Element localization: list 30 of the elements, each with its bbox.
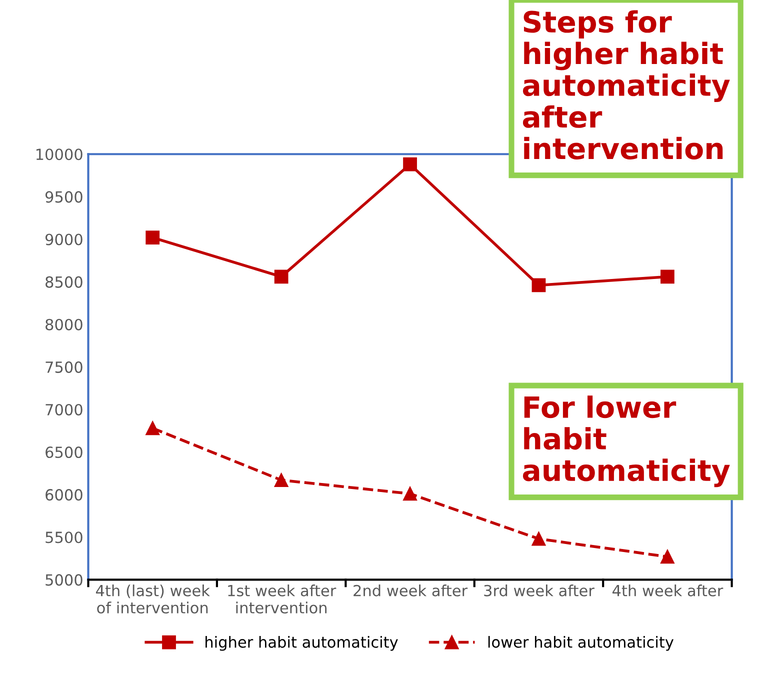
point <box>660 270 674 284</box>
point <box>274 473 288 488</box>
point <box>146 421 160 436</box>
y-tick-label: 9000 <box>45 234 82 246</box>
x-tick-label: 4th week after <box>612 584 724 596</box>
y-tick-label: 6500 <box>46 446 82 458</box>
annotation: Steps for higher habit automaticity after intervention <box>522 10 730 160</box>
point <box>403 486 417 501</box>
y-tick-label: 10000 <box>36 148 82 160</box>
point <box>532 532 546 546</box>
legend-label: higher habit automaticity <box>206 636 398 651</box>
y-tick-label: 5000 <box>46 574 82 586</box>
x-tick-label: 4th (last) week of intervention <box>96 584 210 614</box>
point <box>274 270 288 284</box>
y-tick-label: 5500 <box>46 532 82 544</box>
legend-label: lower habit automaticity <box>488 636 674 651</box>
y-tick-label: 8000 <box>46 318 82 330</box>
point <box>660 550 674 564</box>
y-tick-label: 9500 <box>45 191 82 203</box>
x-tick-label: 2nd week after <box>354 584 468 596</box>
point <box>403 157 417 172</box>
point <box>532 278 546 292</box>
point <box>146 230 160 244</box>
y-tick-label: 6000 <box>46 489 82 501</box>
y-tick-label: 7500 <box>46 361 82 373</box>
x-tick-label: 3rd week after <box>484 584 594 596</box>
annotation: For lower habit automaticity <box>522 396 730 488</box>
x-tick-label: 1st week after intervention <box>228 584 336 614</box>
y-tick-label: 8500 <box>46 276 82 288</box>
y-tick-label: 7000 <box>46 404 82 416</box>
